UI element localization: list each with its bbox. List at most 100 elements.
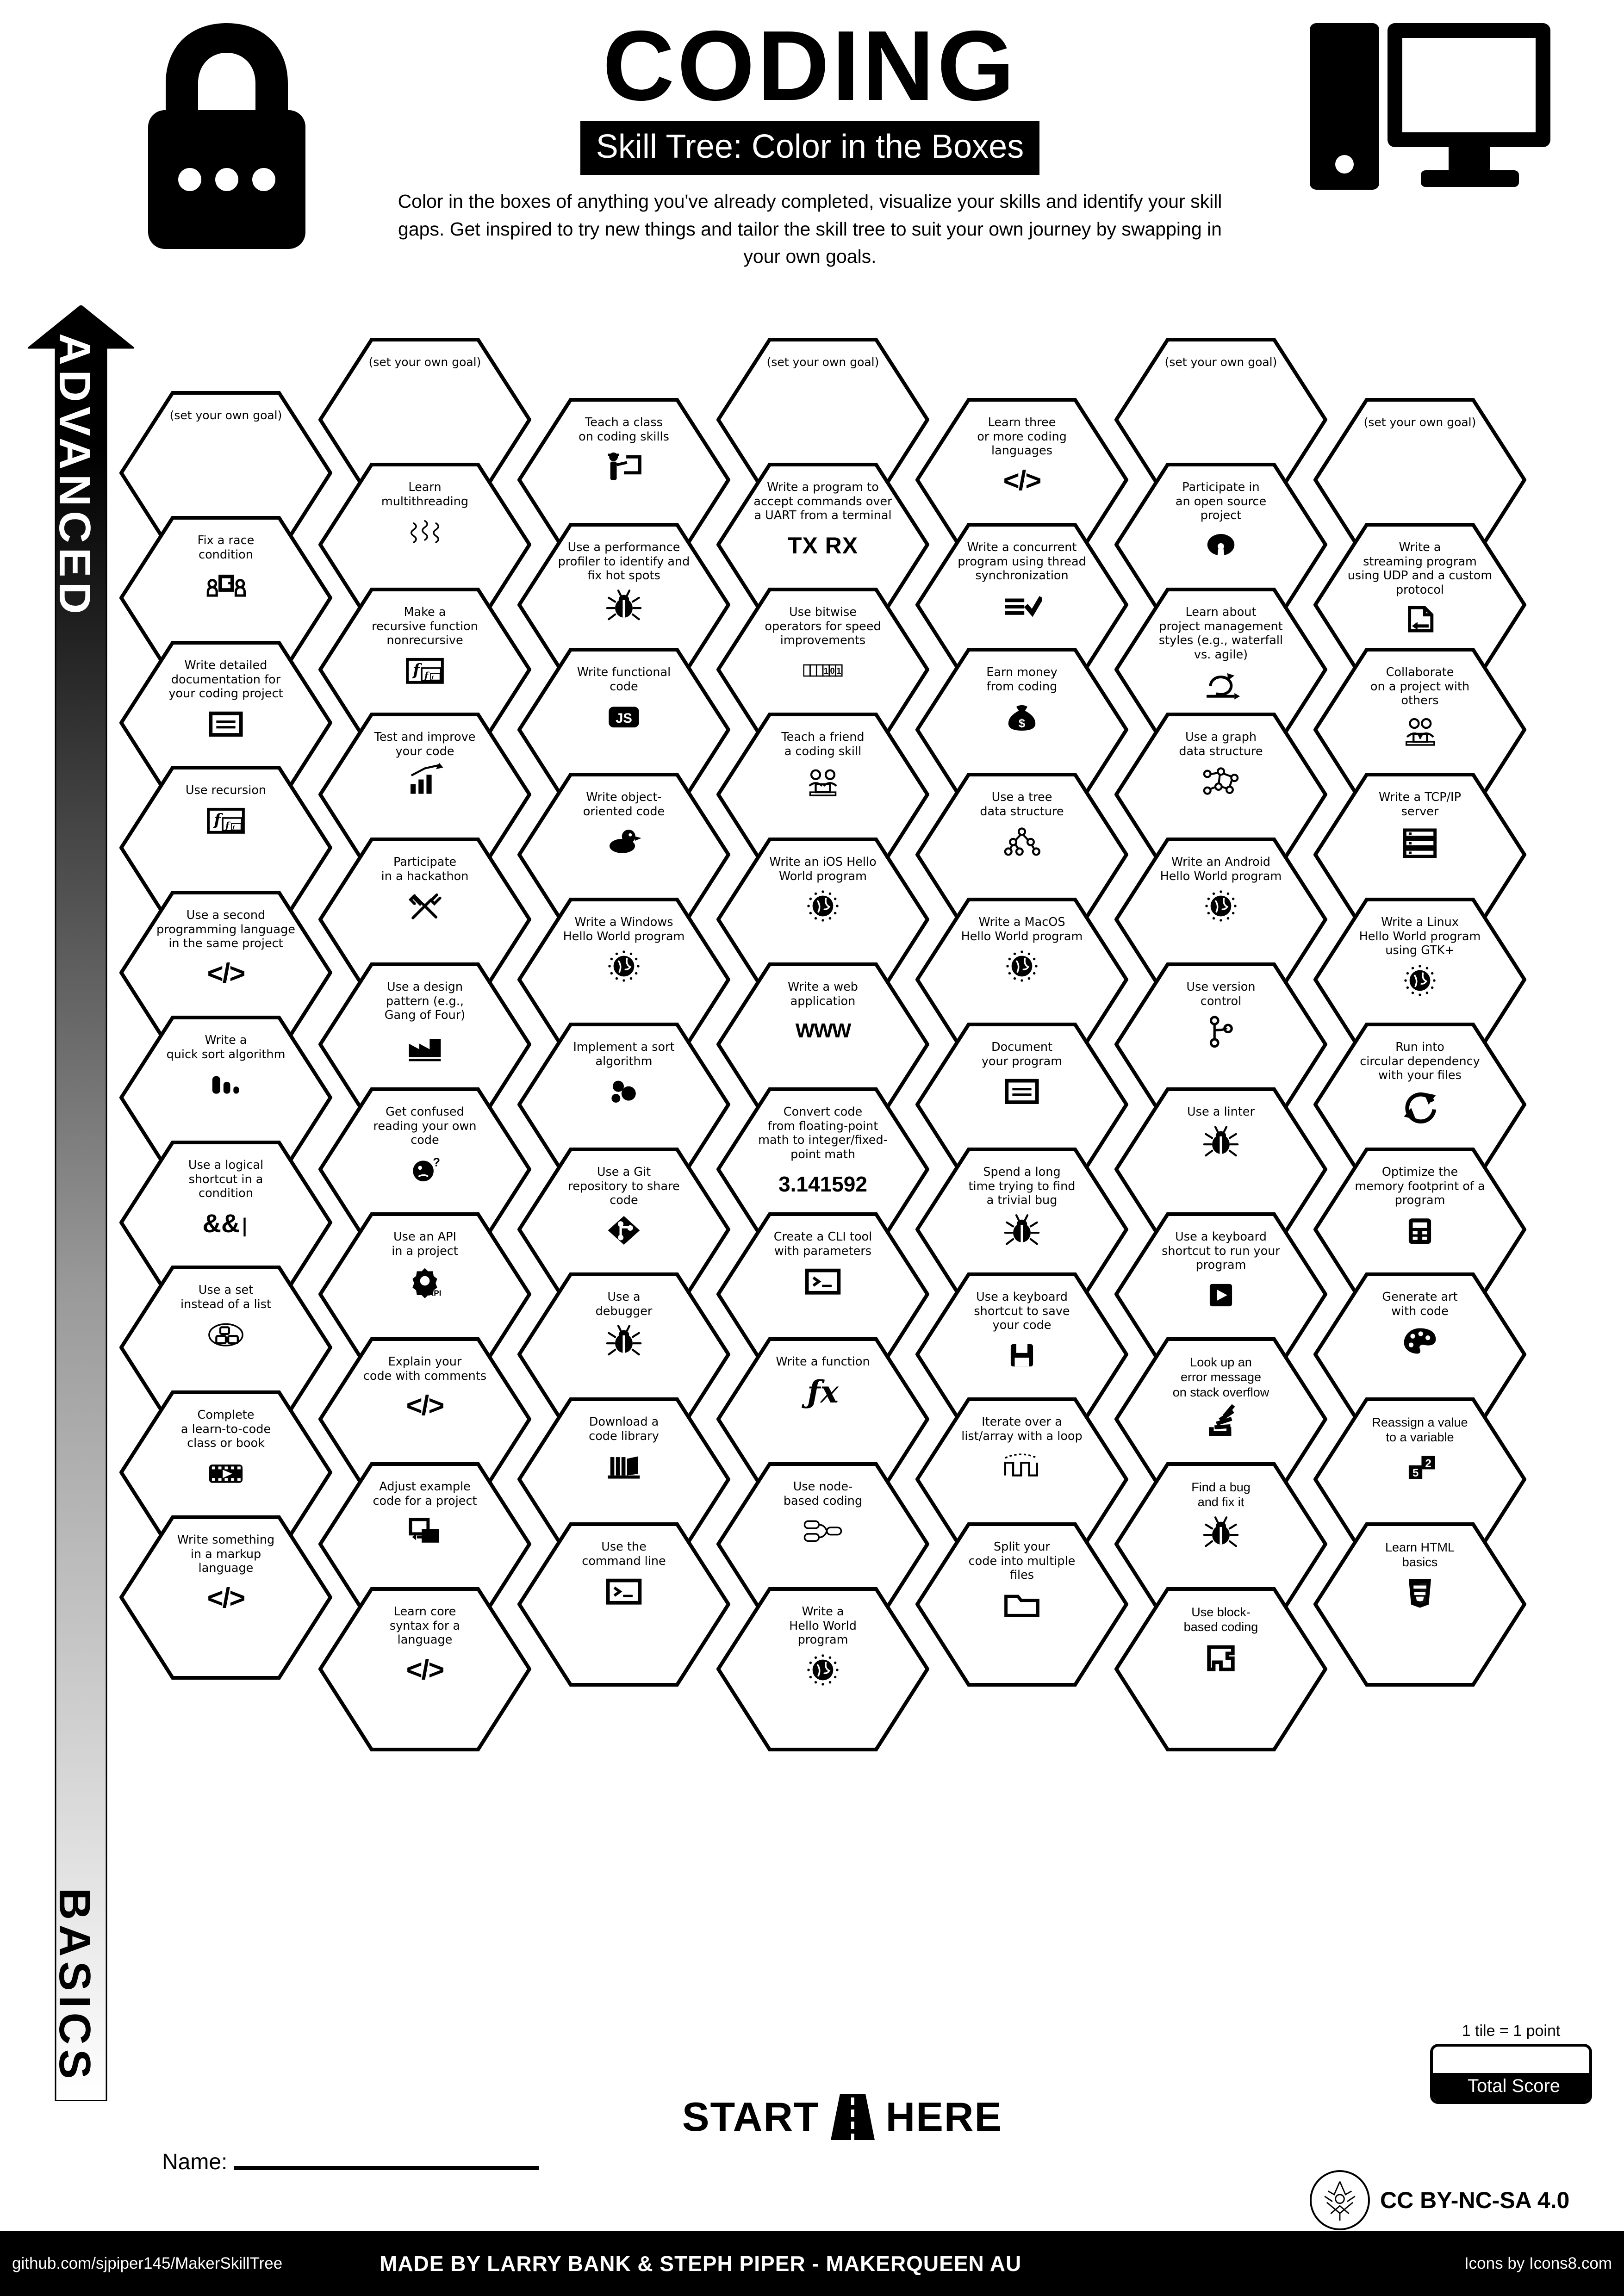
money-bag-icon: $ xyxy=(1002,696,1042,736)
skill-label: Write a concurrent program using thread … xyxy=(958,540,1086,583)
footer-bar: github.com/sjpiper145/MakerSkillTree MAD… xyxy=(0,2231,1624,2296)
ampersand-pipe-icon: &&∣ xyxy=(202,1208,249,1238)
skill-label: Use a graph data structure xyxy=(1179,730,1263,758)
skill-label: Use a tree data structure xyxy=(980,790,1064,819)
license-text: CC BY-NC-SA 4.0 xyxy=(1380,2187,1570,2213)
refresh-circle-icon xyxy=(1400,1086,1440,1125)
skill-label: Write object- oriented code xyxy=(583,790,665,819)
start-here-marker: START HERE xyxy=(671,2091,1014,2142)
skill-hex-3-10[interactable]: Use the command line xyxy=(517,1522,730,1687)
footer-repo-link[interactable]: github.com/sjpiper145/MakerSkillTree xyxy=(12,2254,283,2272)
document-lines-icon xyxy=(206,704,246,744)
skill-label: Explain your code with comments xyxy=(363,1355,487,1383)
globe-icon xyxy=(1201,886,1241,926)
skill-goal-placeholder: (set your own goal) xyxy=(169,409,282,422)
svg-text:$: $ xyxy=(1019,717,1025,730)
fx-icon: ƒx xyxy=(807,1373,839,1410)
globe-icon xyxy=(1002,946,1042,986)
skill-label: Use a second programming language in the… xyxy=(156,908,295,951)
skill-label: Collaborate on a project with others xyxy=(1370,665,1470,708)
skill-hex-7-10[interactable]: Learn HTML basics xyxy=(1313,1522,1526,1687)
loop-waveform-icon xyxy=(1002,1446,1042,1486)
skill-label: Use a design pattern (e.g., Gang of Four… xyxy=(384,980,466,1023)
skill-hex-6-11[interactable]: Use block- based coding xyxy=(1114,1587,1327,1751)
skill-label: Adjust example code for a project xyxy=(373,1480,477,1508)
save-key-icon xyxy=(1002,1335,1042,1375)
code-brackets-icon: </> xyxy=(207,957,246,989)
skill-hex-4-11[interactable]: Write a Hello World program xyxy=(716,1587,929,1751)
skill-label: Spend a long time trying to find a trivi… xyxy=(968,1165,1076,1208)
padlock-icon xyxy=(139,19,315,250)
total-score-label: Total Score xyxy=(1433,2073,1589,2101)
svg-text:API: API xyxy=(428,1289,442,1298)
teacher-board-icon xyxy=(604,447,644,486)
description-text: Color in the boxes of anything you've al… xyxy=(398,191,1222,267)
skill-label: Write a program to accept commands over … xyxy=(753,480,892,523)
palette-icon xyxy=(1400,1321,1440,1361)
svg-text:f: f xyxy=(423,670,429,681)
skill-label: Look up an error message on stack overfl… xyxy=(1172,1355,1269,1399)
cycle-arrows-icon xyxy=(1201,664,1241,704)
footer-icons-credit[interactable]: Icons by Icons8.com xyxy=(1464,2254,1612,2272)
skill-hex-2-11[interactable]: Learn core syntax for a language </> xyxy=(318,1587,531,1751)
skill-label: Use the command line xyxy=(582,1540,666,1568)
skill-label: Learn three or more coding languages xyxy=(977,416,1067,458)
skill-label: Learn about project management styles (e… xyxy=(1158,605,1283,662)
pi-number-text: 3.141592 xyxy=(778,1172,867,1197)
skill-label: Write a TCP/IP server xyxy=(1379,790,1461,819)
skill-label: Reassign a value to a variable xyxy=(1372,1415,1468,1445)
name-input-line[interactable] xyxy=(234,2166,540,2170)
svg-text:f: f xyxy=(431,675,435,680)
books-icon xyxy=(604,1446,644,1486)
skill-hex-1-10[interactable]: Write something in a markup language </> xyxy=(119,1515,332,1680)
run-key-icon xyxy=(1201,1275,1241,1315)
svg-text:f: f xyxy=(232,825,236,830)
desktop-computer-icon xyxy=(1310,23,1550,241)
file-loop-icon xyxy=(1400,600,1440,639)
skill-label: Write a quick sort algorithm xyxy=(166,1033,286,1061)
svg-text:1: 1 xyxy=(836,666,841,676)
skill-label: Use a Git repository to share code xyxy=(568,1165,680,1208)
skill-label: Use node- based coding xyxy=(783,1480,863,1508)
skill-label: Iterate over a list/array with a loop xyxy=(961,1415,1083,1443)
skill-label: Use a linter xyxy=(1187,1105,1255,1119)
skill-label: Write an Android Hello World program xyxy=(1160,855,1282,883)
bar-chart-up-icon xyxy=(405,761,445,801)
globe-icon xyxy=(604,946,644,986)
bug-icon xyxy=(1201,1513,1241,1552)
skill-label: Use a logical shortcut in a condition xyxy=(188,1158,264,1201)
branch-icon xyxy=(1201,1011,1241,1051)
skill-goal-placeholder: (set your own goal) xyxy=(766,355,879,369)
title-block: CODING Skill Tree: Color in the Boxes Co… xyxy=(324,16,1296,271)
name-field[interactable]: Name: xyxy=(162,2149,540,2175)
git-icon xyxy=(604,1210,644,1250)
skill-label: Use version control xyxy=(1186,980,1256,1008)
skill-label: Write a streaming program using UDP and … xyxy=(1347,540,1493,597)
bug-icon xyxy=(1201,1122,1241,1162)
skill-label: Write a function xyxy=(776,1355,870,1369)
www-icon: WWW xyxy=(795,1019,852,1043)
skill-label: Write something in a markup language xyxy=(177,1533,275,1576)
sort-shapes-icon xyxy=(604,1071,644,1111)
open-source-icon xyxy=(1201,526,1241,565)
skill-label: Fix a race condition xyxy=(197,534,255,562)
bug-icon xyxy=(604,586,644,626)
cc-badge-icon xyxy=(1310,2170,1370,2230)
svg-text:0: 0 xyxy=(830,666,835,676)
skill-label: Use a set instead of a list xyxy=(180,1283,271,1311)
confused-face-icon: ? xyxy=(405,1150,445,1190)
total-score-box[interactable]: Total Score xyxy=(1430,2044,1592,2104)
copy-arrow-icon xyxy=(405,1511,445,1551)
skill-label: Learn HTML basics xyxy=(1385,1540,1455,1570)
two-people-door-icon xyxy=(206,565,246,604)
tools-icon xyxy=(405,886,445,926)
skill-label: Document your program xyxy=(981,1040,1063,1068)
skill-label: Earn money from coding xyxy=(986,665,1058,694)
folder-icon xyxy=(1002,1585,1042,1625)
skill-label: Participate in a hackathon xyxy=(381,855,469,883)
skill-goal-placeholder: (set your own goal) xyxy=(368,355,481,369)
skill-hex-5-10[interactable]: Split your code into multiple files xyxy=(915,1522,1128,1687)
skill-label: Write a Linux Hello World program using … xyxy=(1359,915,1481,958)
